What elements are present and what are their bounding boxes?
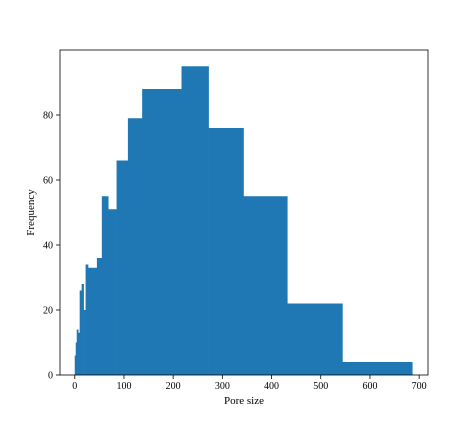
histogram-bar [108,209,117,375]
histogram-bar [287,303,343,375]
y-tick-label: 80 [43,111,53,122]
histogram-bar [85,264,89,375]
x-tick-label: 300 [215,381,230,392]
histogram-bar [83,310,86,375]
y-tick-label: 60 [43,176,53,187]
histogram-bar [90,267,98,375]
histogram-bar [88,267,92,375]
histogram-bar [127,118,143,375]
histogram-bar [116,160,129,375]
histogram-bar [76,329,79,375]
histogram-bar [96,258,103,375]
x-axis: 0 100 200 300 400 500 600 700 [72,375,427,392]
histogram-bar [79,290,82,375]
histogram-bar [208,128,244,375]
y-tick-label: 20 [43,306,53,317]
y-axis-label: Frequency [25,189,37,236]
histogram-bar [74,355,77,375]
histogram-bar [243,196,288,375]
x-tick-label: 600 [362,381,377,392]
histogram-bar [142,89,182,375]
histogram-bar [78,332,80,375]
x-tick-label: 100 [116,381,131,392]
plot-frame [59,49,429,376]
bars-group [74,66,413,375]
y-tick-label: 40 [43,241,53,252]
histogram-bar [342,362,413,375]
x-tick-label: 400 [264,381,279,392]
histogram-bar [101,196,109,375]
x-axis-label: Pore size [224,395,264,407]
x-tick-label: 700 [412,381,427,392]
y-tick-label: 0 [48,371,53,382]
y-axis: 0 20 40 60 80 [43,111,60,382]
histogram-bar [81,284,84,375]
x-tick-label: 200 [166,381,181,392]
x-tick-label: 0 [72,381,77,392]
histogram-bar [75,342,78,375]
x-tick-label: 500 [313,381,328,392]
histogram-bar [181,66,209,375]
